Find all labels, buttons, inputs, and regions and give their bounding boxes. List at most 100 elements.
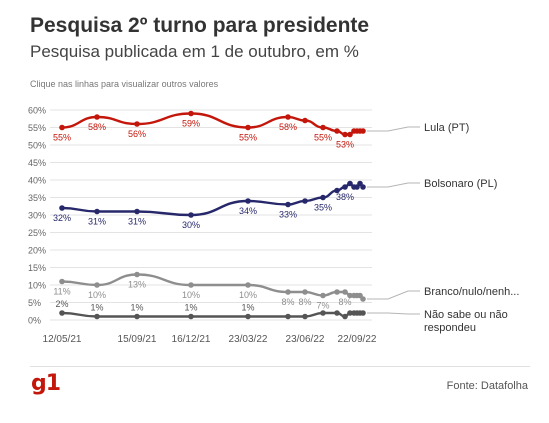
data-label: 10% (182, 290, 200, 300)
data-point[interactable] (320, 310, 326, 316)
data-label: 35% (314, 203, 332, 213)
data-point[interactable] (320, 292, 326, 299)
data-point[interactable] (302, 117, 308, 124)
data-point[interactable] (342, 289, 348, 295)
x-tick-label: 22/09/22 (338, 334, 377, 345)
y-tick-label: 15% (28, 263, 46, 273)
data-point[interactable] (360, 128, 366, 134)
legend-label: Lula (PT) (424, 122, 469, 134)
data-label: 58% (279, 122, 297, 132)
data-label: 32% (53, 213, 71, 223)
data-point[interactable] (188, 313, 194, 320)
data-point[interactable] (285, 201, 291, 208)
data-point[interactable] (360, 184, 366, 190)
data-label: 13% (128, 280, 146, 290)
data-point[interactable] (134, 121, 140, 127)
data-label: 8% (281, 297, 294, 307)
page-title: Pesquisa 2º turno para presidente (30, 14, 370, 37)
data-point[interactable] (59, 124, 65, 131)
data-point[interactable] (245, 313, 251, 320)
data-label: 1% (184, 303, 197, 313)
y-tick-label: 30% (28, 211, 46, 221)
data-point[interactable] (342, 131, 348, 138)
data-point[interactable] (334, 187, 340, 194)
data-point[interactable] (347, 292, 353, 299)
y-tick-label: 45% (28, 158, 46, 168)
data-point[interactable] (320, 124, 326, 131)
footer-divider (30, 366, 530, 367)
data-point[interactable] (342, 184, 348, 190)
data-label: 33% (279, 210, 297, 220)
y-tick-label: 5% (28, 298, 41, 308)
y-tick-label: 0% (28, 316, 41, 326)
data-label: 58% (88, 122, 106, 132)
data-label: 55% (239, 133, 257, 143)
data-point[interactable] (245, 282, 251, 288)
data-point[interactable] (347, 131, 353, 138)
data-point[interactable] (347, 180, 353, 187)
series-line[interactable] (60, 311, 365, 318)
data-label: 31% (128, 217, 146, 227)
data-point[interactable] (302, 289, 308, 295)
data-point[interactable] (334, 310, 340, 316)
data-point[interactable] (285, 114, 291, 120)
y-tick-label: 40% (28, 176, 46, 186)
data-point[interactable] (94, 208, 100, 215)
legend-leader (367, 126, 420, 132)
series-line[interactable] (60, 112, 365, 136)
data-point[interactable] (59, 205, 65, 211)
data-label: 56% (128, 129, 146, 139)
legend-leader (367, 182, 420, 188)
data-label: 7% (316, 301, 329, 311)
x-tick-label: 12/05/21 (43, 334, 82, 345)
data-point[interactable] (360, 310, 366, 316)
data-point[interactable] (285, 289, 291, 295)
data-label: 2% (55, 299, 68, 309)
page-subtitle: Pesquisa publicada em 1 de outubro, em % (30, 42, 359, 61)
data-point[interactable] (94, 282, 100, 288)
data-point[interactable] (334, 289, 340, 295)
x-tick-label: 16/12/21 (172, 334, 211, 345)
data-point[interactable] (320, 194, 326, 201)
data-point[interactable] (188, 212, 194, 218)
data-point[interactable] (334, 128, 340, 134)
x-tick-label: 15/09/21 (118, 334, 157, 345)
legend-leader (367, 312, 420, 315)
legend-label: respondeu (424, 322, 476, 334)
data-point[interactable] (134, 313, 140, 320)
data-point[interactable] (347, 310, 353, 316)
data-point[interactable] (360, 296, 366, 302)
data-point[interactable] (188, 110, 194, 117)
y-tick-label: 60% (28, 106, 46, 116)
line-chart[interactable]: 0% 5% 10% 15% 20% 25% 30% 35% 40% 45% 50% 55% 60% 12/… (0, 0, 549, 360)
data-point[interactable] (245, 198, 251, 204)
data-label: 10% (88, 290, 106, 300)
data-point[interactable] (59, 310, 65, 316)
data-point[interactable] (245, 124, 251, 131)
legend-label: Branco/nulo/nenh... (424, 286, 519, 298)
data-label: 11% (53, 287, 70, 297)
data-point[interactable] (59, 278, 65, 285)
data-point[interactable] (188, 282, 194, 288)
data-point[interactable] (342, 313, 348, 320)
data-label: 10% (239, 290, 257, 300)
data-label: 1% (241, 303, 254, 313)
data-point[interactable] (134, 208, 140, 215)
data-point[interactable] (285, 313, 291, 320)
data-point[interactable] (134, 271, 140, 278)
data-point[interactable] (302, 313, 308, 320)
data-label: 31% (88, 217, 106, 227)
source-note: Fonte: Datafolha (446, 380, 528, 392)
data-label: 34% (239, 206, 257, 216)
data-point[interactable] (302, 198, 308, 204)
data-label: 59% (182, 119, 200, 129)
legend-label: Bolsonaro (PL) (424, 178, 497, 190)
data-point[interactable] (94, 313, 100, 320)
x-tick-label: 23/03/22 (229, 334, 268, 345)
series-line[interactable] (60, 273, 365, 301)
y-tick-label: 55% (28, 123, 46, 133)
data-label: 1% (130, 303, 143, 313)
data-point[interactable] (94, 114, 100, 120)
legend-leader (367, 290, 420, 300)
